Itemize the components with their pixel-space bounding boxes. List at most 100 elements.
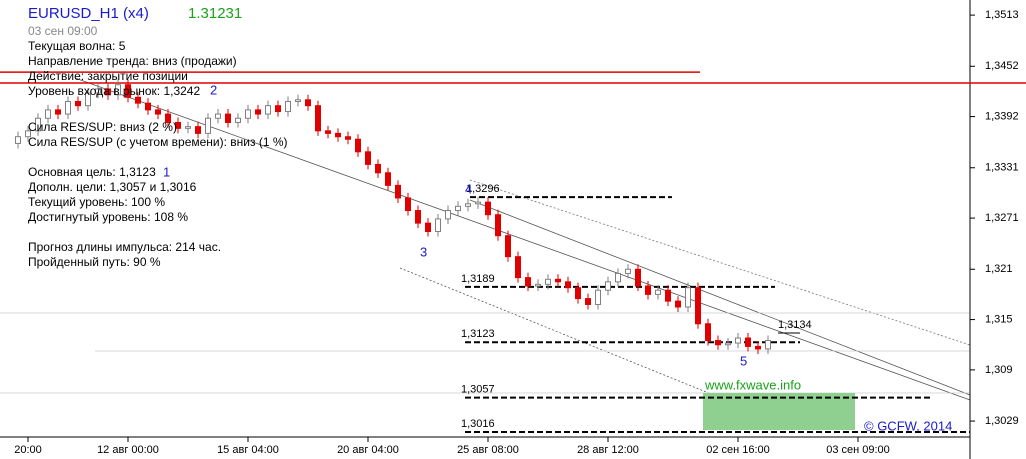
x-tick-label: 20:00 (14, 444, 42, 456)
candle-body (405, 197, 411, 212)
candle-body (265, 105, 271, 115)
candle-body (235, 117, 241, 123)
candle-body (465, 203, 471, 207)
candle-body (35, 117, 41, 132)
candle-body (285, 100, 291, 113)
info-line: Текущая волна: 5 (28, 39, 126, 53)
candle-body (65, 100, 71, 115)
candle-body (675, 300, 681, 308)
wave-label: 1 (163, 164, 170, 179)
candle-body (705, 323, 711, 342)
symbol-title: EURUSD_H1 (x4) (28, 5, 149, 22)
candle-body (375, 163, 381, 174)
candle-body (565, 281, 571, 289)
candle-body (155, 109, 161, 115)
candle-body (595, 289, 601, 305)
candle-body (755, 345, 761, 350)
candle-body (515, 256, 521, 279)
candle-body (305, 99, 311, 107)
candle-body (325, 130, 331, 134)
candle-body (765, 340, 771, 350)
wave-label: 3 (420, 244, 427, 259)
y-tick-label: 1,309 (985, 364, 1013, 376)
candle-body (55, 109, 61, 115)
x-tick-label: 02 сен 16:00 (706, 444, 770, 456)
level-label: 1,3123 (461, 328, 495, 340)
candle-body (125, 84, 131, 98)
candle-body (105, 88, 111, 96)
candle-body (745, 337, 751, 347)
x-tick-label: 25 авг 08:00 (457, 444, 519, 456)
candle-body (615, 272, 621, 283)
candle-body (145, 102, 151, 111)
level-label: 1,3016 (461, 418, 495, 430)
candle-body (255, 109, 261, 115)
y-tick-label: 1,3452 (985, 60, 1019, 72)
candle-body (185, 126, 191, 129)
candle-body (665, 289, 671, 302)
candle-body (165, 113, 171, 123)
candle-body (335, 132, 341, 138)
candle-body (635, 268, 641, 287)
y-tick-label: 1,321 (985, 263, 1013, 275)
candle-body (385, 172, 391, 186)
channels (0, 77, 971, 431)
candle-body (585, 298, 591, 305)
candle-body (655, 289, 661, 295)
candle-body (575, 287, 581, 300)
candle-body (645, 285, 651, 295)
candle-body (175, 121, 181, 129)
candle-body (445, 210, 451, 220)
candle-body (245, 109, 251, 119)
candle-body (225, 113, 231, 123)
info-line: Достигнутый уровень: 108 % (28, 210, 188, 224)
y-tick-label: 1,3029 (985, 415, 1019, 427)
candle-body (685, 287, 691, 308)
y-tick-label: 1,3392 (985, 110, 1019, 122)
info-line: Основная цель: 1,3123 (28, 165, 156, 179)
candle-body (605, 281, 611, 291)
wave-label: 2 (210, 82, 217, 97)
candle-body (295, 99, 301, 102)
y-tick-label: 1,3331 (985, 162, 1019, 174)
candle-body (715, 340, 721, 346)
x-tick-label: 03 сен 09:00 (826, 444, 890, 456)
candle-body (625, 268, 631, 274)
candle-body (735, 337, 741, 344)
candle-body (205, 117, 211, 134)
info-line: Текущий уровень: 100 % (28, 195, 165, 209)
x-tick-label: 15 авг 04:00 (217, 444, 279, 456)
info-line: Сила RES/SUP: вниз (2 %) (28, 120, 177, 134)
candle-body (555, 278, 561, 283)
level-label: 1,3134 (778, 319, 812, 331)
candle-body (475, 201, 481, 205)
info-line: Прогноз длины импульса: 214 час. (28, 240, 221, 254)
candle-body (75, 100, 81, 107)
candle-body (365, 151, 371, 165)
candle-body (115, 84, 121, 96)
x-tick-label: 12 авг 00:00 (97, 444, 159, 456)
candle-body (15, 136, 21, 144)
copyright: © GCFW, 2014 (864, 418, 952, 433)
price: 1.31231 (188, 5, 242, 22)
x-tick-label: 20 авг 04:00 (337, 444, 399, 456)
info-line: Сила RES/SUP (с учетом времени): вниз (1… (28, 135, 288, 149)
info-line: Уровень входа в рынок: 1,3242 (28, 84, 200, 98)
candle-body (355, 138, 361, 153)
candle-body (435, 218, 441, 233)
candle-body (135, 96, 141, 104)
y-tick-label: 1,315 (985, 313, 1013, 325)
candle-body (95, 88, 101, 94)
candle-body (275, 105, 281, 113)
level-label: 1,3296 (466, 183, 500, 195)
info-line: Действие: закрытие позиции (28, 69, 188, 83)
candle-body (495, 214, 501, 237)
candle-body (45, 109, 51, 119)
candle-body (425, 222, 431, 233)
candle-body (415, 210, 421, 224)
candle-body (395, 184, 401, 199)
candle-body (315, 105, 321, 132)
candle-body (505, 235, 511, 258)
